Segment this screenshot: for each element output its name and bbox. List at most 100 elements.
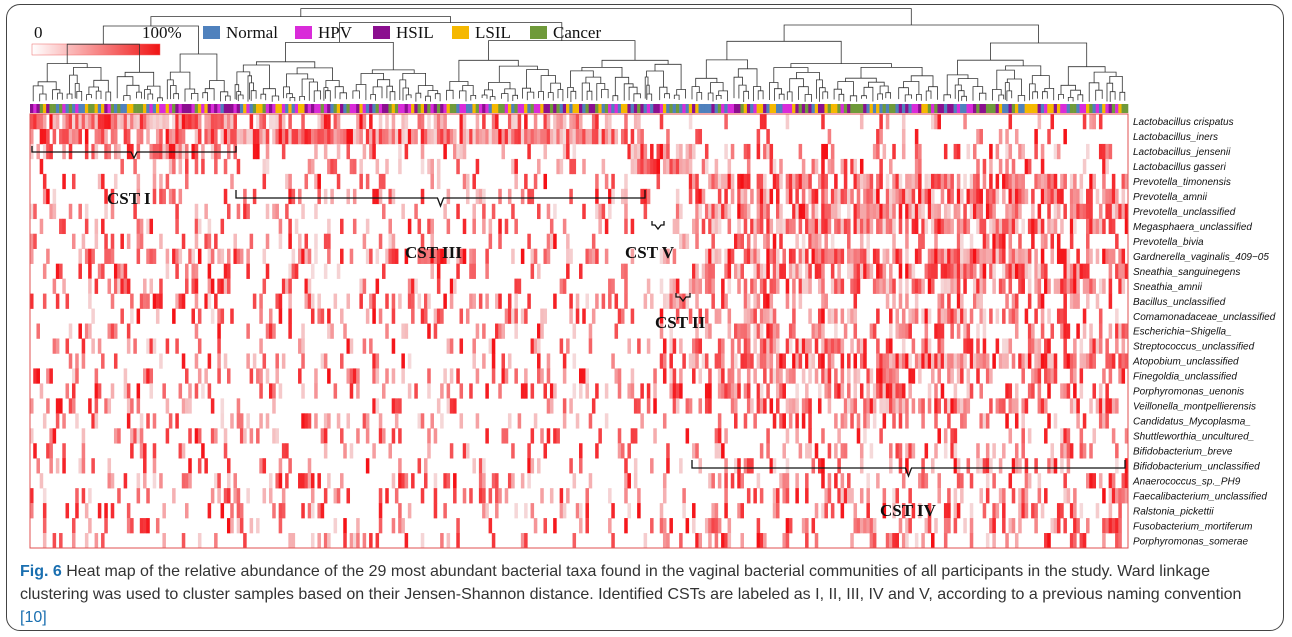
dendrogram-branch bbox=[174, 94, 179, 100]
heatmap-cell bbox=[1112, 204, 1116, 219]
sample-group-cell bbox=[414, 104, 418, 113]
sample-group-cell bbox=[40, 104, 44, 113]
heatmap-cell bbox=[718, 428, 722, 443]
heatmap-cell bbox=[782, 264, 786, 279]
heatmap-cell bbox=[983, 338, 987, 353]
heatmap-cell bbox=[282, 129, 286, 144]
heatmap-cell bbox=[1044, 353, 1048, 368]
heatmap-cell bbox=[889, 368, 893, 383]
heatmap-cell bbox=[602, 159, 606, 174]
heatmap-cell bbox=[78, 324, 82, 339]
heatmap-cell bbox=[1076, 398, 1080, 413]
heatmap-cell bbox=[624, 114, 628, 129]
heatmap-cell bbox=[915, 204, 919, 219]
heatmap-cell bbox=[1070, 219, 1074, 234]
heatmap-cell bbox=[518, 279, 522, 294]
heatmap-cell bbox=[40, 473, 44, 488]
heatmap-cell bbox=[1099, 279, 1103, 294]
heatmap-cell bbox=[728, 249, 732, 264]
heatmap-cell bbox=[621, 443, 625, 458]
heatmap-cell bbox=[960, 249, 964, 264]
heatmap-cell bbox=[185, 114, 189, 129]
heatmap-cell bbox=[208, 264, 212, 279]
heatmap-cell bbox=[692, 279, 696, 294]
heatmap-cell bbox=[666, 533, 670, 548]
heatmap-cell bbox=[1060, 174, 1064, 189]
heatmap-cell bbox=[292, 533, 296, 548]
heatmap-cell bbox=[860, 159, 864, 174]
heatmap-cell bbox=[585, 503, 589, 518]
heatmap-cell bbox=[589, 338, 593, 353]
heatmap-cell bbox=[782, 383, 786, 398]
heatmap-cell bbox=[379, 129, 383, 144]
heatmap-cell bbox=[931, 368, 935, 383]
heatmap-cell bbox=[1096, 338, 1100, 353]
heatmap-cell bbox=[214, 533, 218, 548]
sample-group-cell bbox=[744, 104, 748, 113]
heatmap-cell bbox=[731, 383, 735, 398]
heatmap-cell bbox=[724, 488, 728, 503]
heatmap-cell bbox=[979, 294, 983, 309]
heatmap-cell bbox=[747, 368, 751, 383]
sample-group-cell bbox=[569, 104, 573, 113]
heatmap-cell bbox=[721, 353, 725, 368]
heatmap-cell bbox=[589, 413, 593, 428]
dendrogram-branch bbox=[309, 82, 317, 101]
heatmap-cell bbox=[983, 264, 987, 279]
heatmap-cell bbox=[912, 279, 916, 294]
heatmap-cell bbox=[605, 249, 609, 264]
heatmap-cell bbox=[472, 338, 476, 353]
heatmap-cell bbox=[950, 264, 954, 279]
heatmap-cell bbox=[753, 294, 757, 309]
sample-group-cell bbox=[660, 104, 664, 113]
heatmap-cell bbox=[285, 473, 289, 488]
heatmap-cell bbox=[508, 473, 512, 488]
heatmap-cell bbox=[669, 338, 673, 353]
heatmap-cell bbox=[1076, 204, 1080, 219]
heatmap-cell bbox=[146, 488, 150, 503]
heatmap-cell bbox=[837, 279, 841, 294]
heatmap-cell bbox=[915, 279, 919, 294]
heatmap-cell bbox=[30, 488, 34, 503]
heatmap-cell bbox=[95, 219, 99, 234]
heatmap-cell bbox=[1015, 249, 1019, 264]
heatmap-cell bbox=[334, 114, 338, 129]
heatmap-cell bbox=[243, 204, 247, 219]
heatmap-cell bbox=[230, 174, 234, 189]
heatmap-cell bbox=[366, 458, 370, 473]
heatmap-cell bbox=[728, 264, 732, 279]
dendrogram-branch bbox=[523, 88, 531, 98]
heatmap-cell bbox=[695, 353, 699, 368]
heatmap-cell bbox=[185, 398, 189, 413]
heatmap-cell bbox=[918, 189, 922, 204]
heatmap-cell bbox=[841, 309, 845, 324]
heatmap-cell bbox=[1092, 383, 1096, 398]
heatmap-cell bbox=[179, 189, 183, 204]
heatmap-cell bbox=[863, 353, 867, 368]
heatmap-cell bbox=[747, 249, 751, 264]
heatmap-cell bbox=[905, 353, 909, 368]
heatmap-cell bbox=[921, 189, 925, 204]
sample-group-cell bbox=[579, 104, 583, 113]
heatmap-cell bbox=[1015, 294, 1019, 309]
sample-group-cell bbox=[1054, 104, 1058, 113]
heatmap-cell bbox=[857, 368, 861, 383]
heatmap-cell bbox=[644, 159, 648, 174]
sample-group-cell bbox=[385, 104, 389, 113]
heatmap-cell bbox=[1009, 234, 1013, 249]
heatmap-cell bbox=[828, 398, 832, 413]
heatmap-cell bbox=[879, 383, 883, 398]
heatmap-cell bbox=[860, 518, 864, 533]
sample-group-cell bbox=[576, 104, 580, 113]
heatmap-cell bbox=[1025, 353, 1029, 368]
heatmap-cell bbox=[40, 219, 44, 234]
heatmap-cell bbox=[501, 428, 505, 443]
reference-link[interactable]: [10] bbox=[20, 609, 47, 626]
sample-group-cell bbox=[598, 104, 602, 113]
heatmap-cell bbox=[944, 219, 948, 234]
heatmap-cell bbox=[879, 368, 883, 383]
heatmap-cell bbox=[91, 249, 95, 264]
dendrogram-branch bbox=[697, 93, 702, 102]
heatmap-cell bbox=[763, 234, 767, 249]
heatmap-cell bbox=[250, 518, 254, 533]
